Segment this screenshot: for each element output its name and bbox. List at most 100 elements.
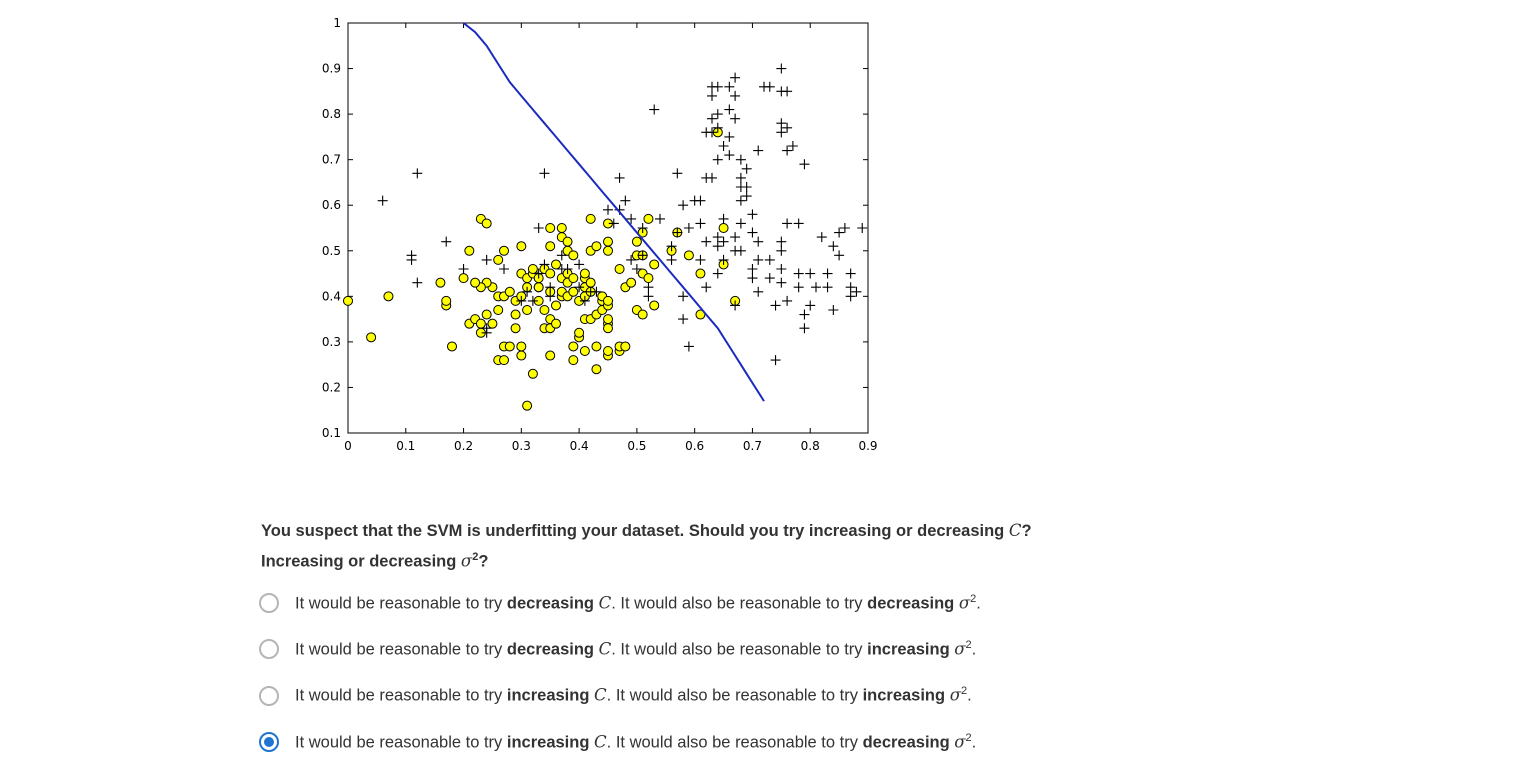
positive-example-point: [666, 254, 677, 265]
positive-example-point: [608, 218, 619, 229]
positive-example-point: [620, 195, 631, 206]
symbol-c: C: [594, 732, 607, 752]
radio-button[interactable]: [259, 593, 279, 614]
option-emphasis: increasing: [506, 686, 590, 705]
positive-example-point: [822, 268, 833, 279]
positive-example-point: [811, 282, 821, 293]
radio-button[interactable]: [259, 639, 279, 660]
negative-example-point: [504, 286, 515, 297]
negative-example-point: [603, 323, 613, 334]
option-label: It would be reasonable to try increasing…: [295, 685, 972, 706]
option-1[interactable]: It would be reasonable to try decreasing…: [259, 580, 1259, 626]
option-label: It would be reasonable to try decreasing…: [295, 593, 981, 614]
positive-example-point: [626, 213, 637, 224]
y-tick-label: 0.9: [322, 62, 341, 76]
positive-example-point: [747, 209, 758, 220]
positive-example-point: [776, 264, 787, 274]
symbol-sigma: σ: [954, 639, 966, 659]
negative-example-point: [527, 264, 538, 274]
radio-button[interactable]: [259, 685, 279, 706]
superscript: 2: [472, 551, 479, 563]
question-line-2: Increasing or decreasing σ2?: [261, 544, 1161, 575]
positive-example-point: [701, 236, 712, 247]
negative-example-point: [499, 355, 509, 366]
positive-example-point: [782, 122, 793, 133]
option-3[interactable]: It would be reasonable to try increasing…: [259, 673, 1259, 719]
question-mark: ?: [1021, 522, 1032, 540]
symbol-c: C: [1008, 521, 1022, 540]
positive-example-point: [730, 300, 741, 311]
positive-example-point: [735, 245, 746, 256]
positive-example-point: [753, 236, 764, 247]
positive-example-point: [805, 300, 816, 311]
positive-example-point: [828, 305, 839, 315]
positive-example-point: [834, 250, 845, 261]
option-2[interactable]: It would be reasonable to try decreasing…: [259, 626, 1259, 672]
positive-example-point: [643, 282, 654, 293]
positive-example-point: [377, 195, 388, 206]
option-text: . It would also be reasonable to try: [611, 640, 863, 659]
positive-example-point: [574, 282, 585, 293]
positive-example-point: [545, 282, 556, 293]
positive-example-point: [574, 259, 585, 270]
symbol-c: C: [598, 639, 612, 659]
negative-example-point: [568, 273, 579, 284]
negative-example-point: [568, 355, 579, 366]
positive-example-point: [753, 145, 764, 156]
positive-example-point: [753, 286, 764, 297]
negative-example-point: [533, 282, 544, 293]
positive-example-point: [741, 191, 752, 202]
symbol-sigma: σ: [460, 551, 473, 571]
positive-example-point: [683, 223, 694, 233]
positive-example-point: [712, 268, 723, 279]
option-text: . It would also be reasonable to try: [606, 686, 858, 705]
positive-example-point: [412, 277, 423, 288]
negative-example-point: [585, 213, 596, 224]
negative-example-point: [516, 241, 527, 252]
x-tick-label: 0.1: [396, 439, 415, 453]
negative-example-point: [493, 305, 504, 315]
answer-options: It would be reasonable to try decreasing…: [259, 580, 1259, 765]
positive-example-point: [695, 254, 706, 265]
symbol-sigma: σ: [954, 732, 966, 752]
positive-example-point: [776, 63, 787, 74]
option-4[interactable]: It would be reasonable to try increasing…: [259, 719, 1259, 765]
positive-example-point: [776, 277, 787, 288]
positive-example-point: [735, 154, 746, 165]
positive-example-point: [579, 295, 590, 306]
positive-example-point: [782, 86, 793, 97]
question-line-1-text: You suspect that the SVM is underfitting…: [261, 522, 1005, 540]
positive-example-point: [695, 195, 706, 206]
negative-example-point: [510, 309, 521, 320]
symbol-c: C: [594, 685, 607, 705]
negative-example-point: [510, 323, 521, 334]
y-tick-label: 0.1: [322, 426, 341, 440]
positive-example-point: [533, 268, 544, 279]
positive-example-point: [707, 172, 717, 183]
negative-example-point: [603, 295, 613, 306]
negative-example-point: [568, 286, 579, 297]
positive-example-point: [816, 232, 827, 243]
option-emphasis: increasing: [862, 686, 946, 705]
y-tick-label: 0.5: [322, 244, 341, 258]
symbol-sigma: σ: [949, 685, 961, 705]
negative-example-point: [683, 250, 694, 261]
positive-example-point: [764, 273, 775, 284]
positive-example-point: [701, 282, 712, 293]
x-tick-label: 0.9: [858, 439, 877, 453]
positive-example-point: [857, 223, 868, 233]
positive-example-point: [707, 113, 717, 124]
positive-example-point: [712, 109, 723, 120]
negative-example-point: [643, 273, 654, 284]
positive-example-point: [839, 223, 850, 233]
positive-example-point: [718, 236, 729, 247]
negative-example-point: [568, 341, 579, 352]
positive-example-point: [516, 295, 527, 306]
positive-example-point: [718, 213, 729, 224]
radio-button-selected[interactable]: [259, 732, 279, 753]
y-tick-label: 0.8: [322, 107, 341, 121]
negative-example-point: [481, 309, 492, 320]
negative-example-point: [493, 254, 504, 265]
positive-example-point: [481, 327, 492, 338]
y-tick-label: 0.4: [322, 289, 341, 303]
